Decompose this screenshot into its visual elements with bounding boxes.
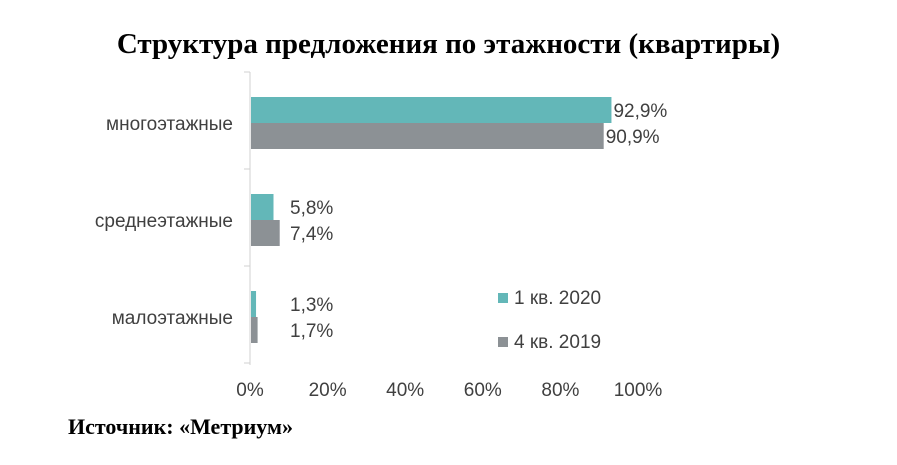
x-tick-label: 20% [309, 380, 347, 401]
x-tick-label: 0% [236, 380, 264, 401]
chart-title: Структура предложения по этажности (квар… [116, 28, 781, 60]
data-label: 1,3% [290, 295, 333, 316]
x-tick-label: 60% [464, 380, 502, 401]
bar [251, 194, 274, 220]
category-label: многоэтажные [106, 114, 233, 135]
x-tick-label: 80% [541, 380, 579, 401]
bar [251, 317, 258, 343]
legend-label: 4 кв. 2019 [514, 332, 601, 353]
legend-swatch [498, 293, 508, 303]
legend-swatch [498, 337, 508, 347]
data-label: 1,7% [290, 321, 333, 342]
data-label: 92,9% [613, 101, 667, 122]
source-note: Источник: «Метриум» [68, 414, 294, 439]
bar [251, 97, 612, 123]
x-tick-label: 40% [386, 380, 424, 401]
data-label: 7,4% [290, 224, 333, 245]
x-tick-label: 100% [614, 380, 663, 401]
category-label: среднеэтажные [95, 211, 233, 232]
legend-label: 1 кв. 2020 [514, 288, 601, 309]
bar [251, 220, 280, 246]
bar [251, 291, 257, 317]
category-label: малоэтажные [112, 308, 233, 329]
bar [251, 123, 604, 149]
data-label: 5,8% [290, 198, 333, 219]
data-label: 90,9% [606, 127, 660, 148]
